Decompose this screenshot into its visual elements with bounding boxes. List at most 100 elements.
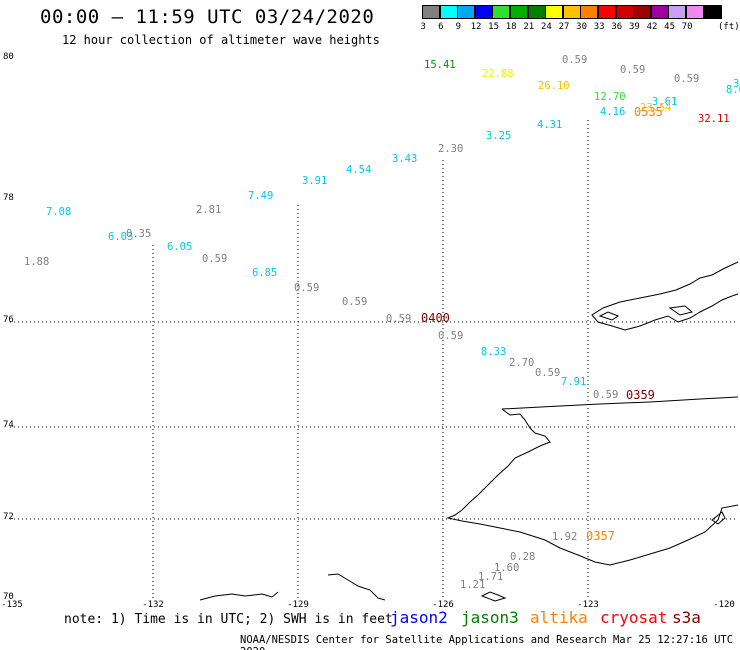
colorbar-swatch bbox=[703, 5, 722, 19]
swh-value-label: 4.31 bbox=[537, 119, 563, 131]
swh-value-label: 2.81 bbox=[196, 204, 222, 216]
swh-value-label: 0.59 bbox=[674, 73, 700, 85]
colorbar-swatch bbox=[439, 5, 458, 19]
swh-value-label: 3.25 bbox=[486, 130, 512, 142]
lat-label-76: 76 bbox=[3, 315, 14, 325]
colorbar-swatch bbox=[633, 5, 652, 19]
chart-subtitle: 12 hour collection of altimeter wave hei… bbox=[62, 33, 380, 47]
colorbar-swatch bbox=[510, 5, 528, 19]
colorbar-label: 45 bbox=[664, 22, 676, 32]
swh-value-label: 15.41 bbox=[424, 59, 456, 71]
swh-value-label: 0.35 bbox=[126, 228, 152, 240]
colorbar-swatch bbox=[474, 5, 493, 19]
colorbar-swatch bbox=[457, 5, 476, 19]
colorbar-label: 18 bbox=[505, 22, 517, 32]
credit-line: NOAA/NESDIS Center for Satellite Applica… bbox=[240, 634, 734, 650]
colorbar-label: 36 bbox=[611, 22, 623, 32]
swh-value-label: 0.59 bbox=[620, 64, 646, 76]
lon-label-132: -132 bbox=[142, 600, 164, 610]
alaska-coastline bbox=[446, 396, 739, 566]
lon-label-123: -123 bbox=[577, 600, 599, 610]
colorbar-swatch bbox=[580, 5, 599, 19]
colorbar-unit: (ft) bbox=[718, 22, 740, 32]
colorbar-label: 33 bbox=[593, 22, 605, 32]
swh-value-label: 6.05 bbox=[167, 241, 193, 253]
colorbar-label: 21 bbox=[523, 22, 535, 32]
colorbar-label: 3 bbox=[420, 22, 426, 32]
swh-value-label: 6.03 bbox=[108, 231, 134, 243]
lat-label-74: 74 bbox=[3, 420, 14, 430]
swh-value-label: 0.59 bbox=[593, 389, 619, 401]
legend-jason2: jason2 bbox=[390, 608, 448, 627]
island-coastline bbox=[591, 261, 739, 331]
legend-cryosat: cryosat bbox=[600, 608, 668, 627]
swh-value-label: 7.91 bbox=[561, 376, 587, 388]
swh-value-label: 4.54 bbox=[346, 164, 372, 176]
swh-value-label: 1.92 bbox=[552, 531, 578, 543]
lat-label-80: 80 bbox=[3, 52, 14, 62]
swh-value-label: 0.59 bbox=[342, 296, 368, 308]
swh-value-label: 0.59 bbox=[294, 282, 320, 294]
colorbar-swatch bbox=[598, 5, 616, 19]
pass-time-label: 0535 bbox=[634, 105, 663, 119]
swh-value-label: 3 bbox=[733, 78, 740, 90]
swh-value-label: 2.30 bbox=[438, 143, 464, 155]
lat-label-78: 78 bbox=[3, 193, 14, 203]
colorbar-label: 30 bbox=[576, 22, 588, 32]
swh-value-label: 3.91 bbox=[302, 175, 328, 187]
lon-label-126: -126 bbox=[432, 600, 454, 610]
colorbar-label: 70 bbox=[681, 22, 693, 32]
colorbar-swatch bbox=[545, 5, 564, 19]
lon-label-129: -129 bbox=[287, 600, 309, 610]
colorbar-swatch bbox=[615, 5, 634, 19]
colorbar-label: 6 bbox=[438, 22, 444, 32]
colorbar-swatch bbox=[527, 5, 546, 19]
colorbar-swatch bbox=[686, 5, 704, 19]
swh-value-label: 26.10 bbox=[538, 80, 570, 92]
swh-value-label: 1.71 bbox=[478, 571, 504, 583]
colorbar-label: 15 bbox=[488, 22, 500, 32]
colorbar-label: 24 bbox=[540, 22, 552, 32]
footnote: note: 1) Time is in UTC; 2) SWH is in fe… bbox=[64, 612, 393, 627]
small-islands bbox=[199, 511, 726, 602]
swh-value-label: 4.16 bbox=[600, 106, 626, 118]
swh-value-label: 0.59 bbox=[438, 330, 464, 342]
swh-value-label: 6.85 bbox=[252, 267, 278, 279]
swh-value-label: 0.59 bbox=[386, 313, 412, 325]
colorbar-label: 42 bbox=[646, 22, 658, 32]
swh-value-label: 0.59 bbox=[202, 253, 228, 265]
lon-label-135: -135 bbox=[1, 600, 23, 610]
swh-value-label: 0.59 bbox=[562, 54, 588, 66]
colorbar-swatch bbox=[650, 5, 669, 19]
swh-value-label: 0.59 bbox=[535, 367, 561, 379]
swh-value-label: 7.08 bbox=[46, 206, 72, 218]
colorbar-label: 9 bbox=[455, 22, 462, 32]
pass-time-label: 0359 bbox=[626, 388, 655, 402]
swh-value-label: 0.28 bbox=[510, 551, 536, 563]
colorbar-label: 39 bbox=[628, 22, 640, 32]
swh-value-label: 3.61 bbox=[652, 96, 678, 108]
legend-jason3: jason3 bbox=[461, 608, 519, 627]
swh-value-label: 7.49 bbox=[248, 190, 274, 202]
swh-value-label: 12.70 bbox=[594, 91, 626, 103]
colorbar-label: 12 bbox=[470, 22, 482, 32]
colorbar-label: 27 bbox=[558, 22, 570, 32]
lon-label-120: -120 bbox=[713, 600, 735, 610]
lat-label-72: 72 bbox=[3, 512, 14, 522]
chart-title: 00:00 – 11:59 UTC 03/24/2020 bbox=[40, 6, 375, 28]
swh-value-label: 8.33 bbox=[481, 346, 507, 358]
swh-value-label: 2.70 bbox=[509, 357, 535, 369]
graticule bbox=[10, 120, 735, 600]
swh-value-label: 1.88 bbox=[24, 256, 50, 268]
colorbar-swatch bbox=[562, 5, 581, 19]
swh-value-label: 3.43 bbox=[392, 153, 418, 165]
colorbar-swatch bbox=[422, 5, 440, 19]
pass-time-label: 0400 bbox=[421, 311, 450, 325]
legend-s3a: s3a bbox=[672, 608, 701, 627]
swh-value-label: 32.11 bbox=[698, 113, 730, 125]
swh-value-label: 1.60 bbox=[494, 562, 520, 574]
legend-altika: altika bbox=[530, 608, 588, 627]
swh-value-label: 23.54 bbox=[640, 102, 672, 114]
